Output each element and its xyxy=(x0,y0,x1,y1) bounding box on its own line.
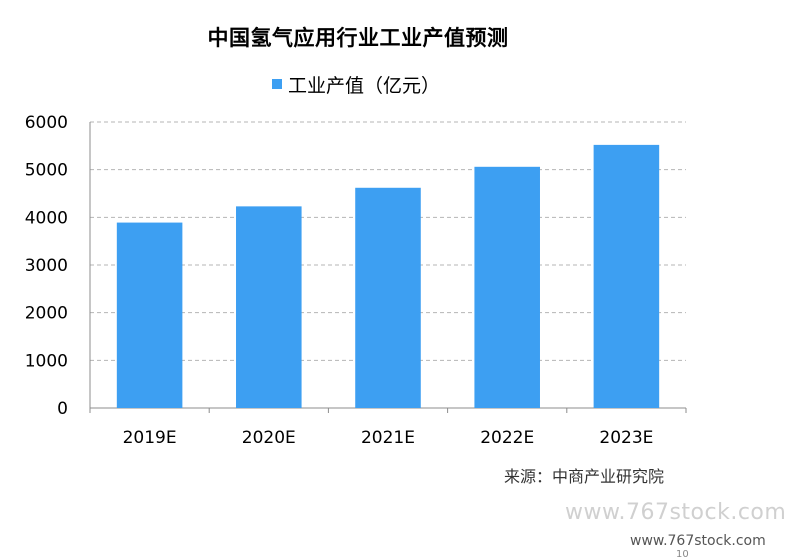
y-tick-label: 6000 xyxy=(25,113,68,133)
x-tick-label: 2022E xyxy=(480,428,534,448)
y-tick-label: 5000 xyxy=(25,161,68,181)
page-number: 10 xyxy=(676,549,689,560)
bar-2021E xyxy=(355,187,421,408)
bar-2020E xyxy=(236,206,302,408)
chart-title: 中国氢气应用行业工业产值预测 xyxy=(207,26,509,50)
x-tick-label: 2019E xyxy=(123,428,177,448)
watermark-url: www.767stock.com xyxy=(630,533,766,549)
bar-2022E xyxy=(474,166,540,408)
bar-2023E xyxy=(593,144,660,408)
x-tick-label: 2020E xyxy=(242,428,296,448)
legend: 工业产值（亿元） xyxy=(272,70,440,98)
y-tick-label: 1000 xyxy=(25,351,68,371)
y-tick-label: 0 xyxy=(57,399,68,419)
x-tick-label: 2023E xyxy=(599,428,653,448)
y-tick-label: 2000 xyxy=(25,304,68,324)
watermark: www.767stock.com xyxy=(565,500,787,525)
bar-2019E xyxy=(116,222,183,408)
legend-label: 工业产值（亿元） xyxy=(288,74,441,97)
legend-swatch xyxy=(272,79,282,89)
source-note: 来源：中商产业研究院 xyxy=(504,467,665,486)
y-tick-label: 3000 xyxy=(25,256,68,276)
y-tick-label: 4000 xyxy=(25,208,68,228)
x-tick-label: 2021E xyxy=(361,428,415,448)
